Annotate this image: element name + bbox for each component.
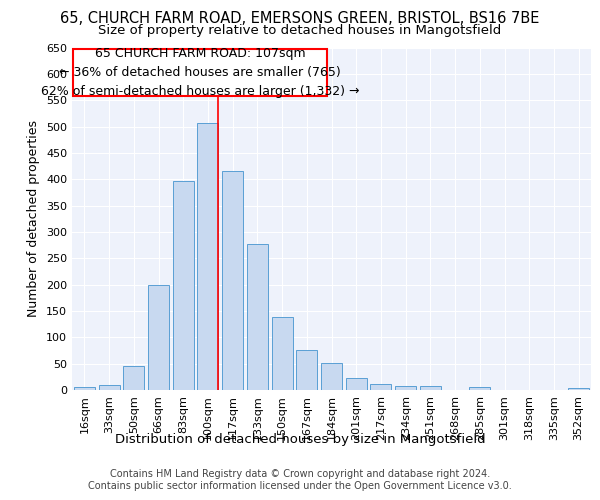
Bar bbox=[568, 388, 589, 390]
Bar bbox=[173, 181, 194, 390]
Bar bbox=[222, 172, 243, 390]
Bar bbox=[272, 318, 293, 390]
Bar bbox=[296, 350, 317, 390]
Bar bbox=[469, 388, 490, 390]
Bar bbox=[395, 386, 416, 390]
Bar bbox=[123, 366, 144, 390]
Bar bbox=[420, 386, 441, 390]
FancyBboxPatch shape bbox=[73, 48, 326, 96]
Text: 65, CHURCH FARM ROAD, EMERSONS GREEN, BRISTOL, BS16 7BE: 65, CHURCH FARM ROAD, EMERSONS GREEN, BR… bbox=[61, 11, 539, 26]
Bar bbox=[370, 384, 391, 390]
Text: Distribution of detached houses by size in Mangotsfield: Distribution of detached houses by size … bbox=[115, 432, 485, 446]
Bar bbox=[346, 378, 367, 390]
Text: Contains HM Land Registry data © Crown copyright and database right 2024.: Contains HM Land Registry data © Crown c… bbox=[110, 469, 490, 479]
Text: Contains public sector information licensed under the Open Government Licence v3: Contains public sector information licen… bbox=[88, 481, 512, 491]
Bar bbox=[148, 284, 169, 390]
Bar bbox=[247, 244, 268, 390]
Y-axis label: Number of detached properties: Number of detached properties bbox=[28, 120, 40, 318]
Bar bbox=[321, 362, 342, 390]
Text: 65 CHURCH FARM ROAD: 107sqm
← 36% of detached houses are smaller (765)
62% of se: 65 CHURCH FARM ROAD: 107sqm ← 36% of det… bbox=[41, 47, 359, 98]
Bar bbox=[74, 388, 95, 390]
Bar bbox=[197, 123, 218, 390]
Bar bbox=[98, 384, 119, 390]
Text: Size of property relative to detached houses in Mangotsfield: Size of property relative to detached ho… bbox=[98, 24, 502, 37]
